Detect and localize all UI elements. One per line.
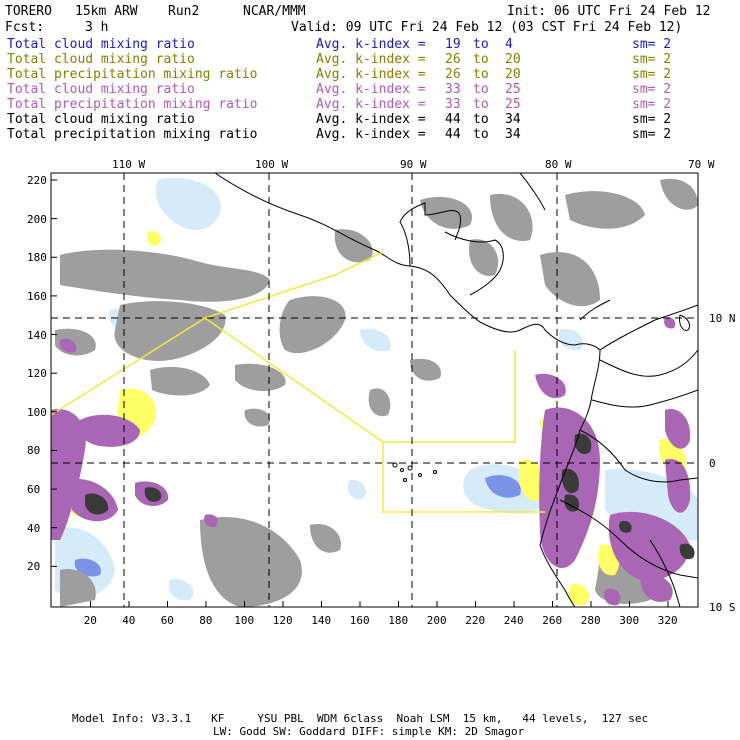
legend-field: Total cloud mixing ratio [7,112,195,127]
legend-kindex-to-word: to [473,82,489,97]
lon-label-100w: 100 W [255,158,289,171]
x-tick-label: 260 [542,614,563,627]
valid-time: Valid: 09 UTC Fri 24 Feb 12 (03 CST Fri … [291,20,683,35]
legend-kindex-to: 25 [505,97,521,112]
y-tick-label: 80 [27,444,41,458]
y-tick-label: 120 [27,367,47,381]
legend-kindex-to: 34 [505,127,521,142]
forecast-label: Fcst: [5,20,45,35]
legend-kindex-label: Avg. k-index = [316,37,426,52]
legend-kindex-from: 26 [445,52,461,67]
dark-precip-core-layer [85,433,695,560]
legend-kindex-to-word: to [473,97,489,112]
legend-kindex-from: 33 [445,82,461,97]
legend-kindex-label: Avg. k-index = [316,52,426,67]
model-org: NCAR/MMM [243,4,306,19]
y-tick-label: 40 [27,521,41,535]
model-resolution: 15km ARW [75,4,138,19]
legend-kindex-to: 25 [505,82,521,97]
model-info-line1: Model Info: V3.3.1 KF YSU PBL WDM 6class… [72,712,649,725]
legend-kindex-to: 20 [505,52,521,67]
x-tick-label: 280 [580,614,601,627]
y-tick-label: 180 [27,251,47,265]
lat-label-10s: 10 S [709,601,736,614]
forecast-hours: 3 h [85,20,109,35]
x-tick-label: 300 [619,614,640,627]
axis-ticks [51,179,669,607]
legend-smoothing: sm= 2 [632,112,672,127]
legend-kindex-label: Avg. k-index = [316,127,426,142]
legend-kindex-from: 19 [445,37,461,52]
x-tick-label: 180 [388,614,409,627]
y-tick-label: 140 [27,328,47,342]
y-tick-label: 20 [27,560,41,574]
y-tick-label: 220 [27,174,47,187]
x-tick-label: 320 [657,614,678,627]
legend-kindex-to-word: to [473,112,489,127]
lon-label-90w: 90 W [400,158,427,171]
legend-kindex-to: 4 [505,37,513,52]
y-tick-label: 60 [27,483,41,497]
legend-kindex-to-word: to [473,127,489,142]
lon-label-80w: 80 W [545,158,572,171]
legend-field: Total cloud mixing ratio [7,37,195,52]
nested-domain-outline [51,251,545,513]
legend-smoothing: sm= 2 [632,52,672,67]
x-tick-label: 200 [426,614,447,627]
legend-kindex-to-word: to [473,52,489,67]
legend-field: Total precipitation mixing ratio [7,127,258,142]
lon-label-110w: 110 W [112,158,146,171]
x-tick-label: 80 [199,614,213,627]
legend-kindex-from: 33 [445,97,461,112]
lon-label-70w: 70 W [688,158,715,171]
legend-smoothing: sm= 2 [632,37,672,52]
x-tick-label: 120 [272,614,293,627]
x-tick-label: 140 [311,614,332,627]
light-blue-cloud-layer [55,177,698,601]
model-run: Run2 [168,4,200,19]
legend-field: Total cloud mixing ratio [7,52,195,67]
legend-kindex-from: 44 [445,112,461,127]
model-name: TORERO [5,4,52,19]
legend-field: Total precipitation mixing ratio [7,67,258,82]
gray-cloud-layer [55,178,698,607]
coastline-layer [214,173,698,607]
graticule [51,173,698,607]
x-tick-label: 240 [503,614,524,627]
y-tick-label: 160 [27,289,47,303]
lat-label-10n: 10 N [709,312,736,325]
legend-kindex-to: 34 [505,112,521,127]
x-tick-label: 100 [234,614,255,627]
legend-kindex-label: Avg. k-index = [316,112,426,127]
legend-kindex-from: 26 [445,67,461,82]
legend-smoothing: sm= 2 [632,97,672,112]
legend-smoothing: sm= 2 [632,127,672,142]
legend-kindex-label: Avg. k-index = [316,82,426,97]
x-tick-label: 160 [349,614,370,627]
legend-kindex-from: 44 [445,127,461,142]
x-tick-label: 20 [83,614,97,627]
legend-kindex-label: Avg. k-index = [316,97,426,112]
legend-field: Total cloud mixing ratio [7,82,195,97]
legend-smoothing: sm= 2 [632,82,672,97]
x-tick-label: 220 [465,614,486,627]
legend-field: Total precipitation mixing ratio [7,97,258,112]
legend-kindex-to: 20 [505,67,521,82]
map-frame [50,172,699,608]
x-tick-label: 40 [122,614,136,627]
legend-kindex-label: Avg. k-index = [316,67,426,82]
legend-smoothing: sm= 2 [632,67,672,82]
y-tick-label: 100 [27,405,47,419]
model-info-line2: LW: Godd SW: Goddard DIFF: simple KM: 2D… [213,725,525,738]
y-tick-label: 200 [27,212,47,226]
init-time: Init: 06 UTC Fri 24 Feb 12 [507,4,711,19]
lat-label-equator: 0 [709,457,716,470]
x-tick-label: 60 [160,614,174,627]
legend-kindex-to-word: to [473,37,489,52]
legend-kindex-to-word: to [473,67,489,82]
